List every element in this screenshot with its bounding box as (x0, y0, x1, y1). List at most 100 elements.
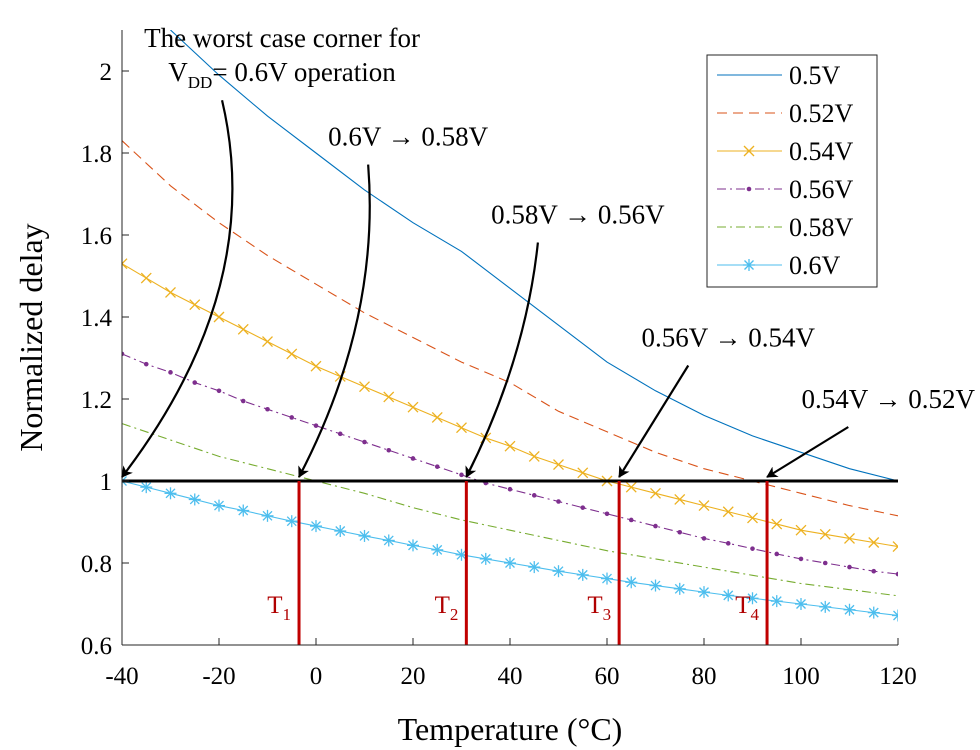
data-point (362, 439, 367, 445)
data-point (601, 572, 613, 585)
marker-stroke (383, 391, 395, 403)
legend-item: 0.6V (717, 251, 841, 280)
annotation-span: 0.56V → 0.54V (641, 323, 815, 353)
series-line (170, 30, 898, 482)
marker-stroke (698, 500, 710, 512)
marker-stroke (723, 590, 734, 601)
marker-stroke (237, 323, 249, 335)
data-point (213, 499, 225, 512)
data-point (867, 606, 880, 619)
marker-stroke (311, 521, 321, 532)
annotation-subscript: DD (188, 73, 213, 92)
data-point (310, 360, 322, 372)
marker-stroke (141, 482, 152, 493)
annotation-arrow (766, 426, 849, 478)
annotation: 0.54V → 0.52V (766, 384, 976, 478)
data-point (334, 525, 347, 538)
annotation: 0.6V → 0.58V (298, 122, 489, 478)
transition-label: T4 (735, 592, 759, 624)
data-point (746, 592, 759, 605)
data-point (359, 381, 370, 393)
legend-item: 0.56V (717, 175, 854, 204)
marker-stroke (626, 577, 637, 588)
series-0_5V (170, 30, 898, 482)
data-point (847, 564, 852, 570)
legend-item: 0.5V (717, 61, 841, 90)
data-point (653, 523, 658, 529)
data-point (262, 336, 273, 348)
marker-stroke (553, 459, 564, 471)
data-point (188, 493, 201, 506)
marker-stroke (383, 535, 394, 546)
x-tick-label: 20 (401, 663, 426, 690)
x-tick-label: 80 (692, 663, 717, 690)
marker-stroke (505, 558, 515, 568)
data-point (650, 487, 661, 499)
transition-label: T1 (267, 592, 291, 624)
x-tick-label: -20 (202, 663, 235, 690)
marker-stroke (122, 480, 127, 486)
data-point (553, 459, 564, 471)
data-point (674, 493, 686, 505)
marker-stroke (625, 481, 637, 493)
data-point (698, 586, 710, 599)
data-point (819, 528, 831, 540)
data-point (892, 541, 898, 553)
x-tick-label: -40 (105, 663, 138, 690)
data-point (410, 456, 416, 461)
data-point (556, 499, 561, 504)
data-point (122, 351, 125, 357)
marker-stroke (650, 580, 661, 591)
x-axis-label: Temperature (°C) (398, 711, 623, 747)
y-tick-label: 2 (100, 59, 113, 86)
marker-stroke (892, 545, 898, 553)
data-point (261, 509, 274, 522)
data-point (189, 299, 201, 311)
annotation-text: VDD= 0.6V operation (168, 57, 396, 92)
data-point (237, 323, 249, 335)
marker-stroke (407, 401, 419, 413)
marker-stroke (335, 526, 346, 536)
transition-label: T2 (435, 592, 459, 624)
marker-stroke (722, 506, 734, 518)
data-point (576, 568, 589, 581)
data-point (750, 546, 755, 551)
marker-stroke (747, 512, 758, 524)
marker-stroke (214, 500, 224, 511)
data-point (871, 568, 877, 574)
data-point (628, 517, 634, 523)
legend-item: 0.58V (717, 213, 854, 242)
data-point (164, 487, 177, 500)
data-point (140, 272, 152, 284)
series-0_54V (122, 258, 898, 553)
marker-stroke (238, 505, 249, 516)
marker-stroke (868, 537, 880, 548)
data-point (289, 415, 295, 420)
legend-label: 0.6V (789, 251, 841, 280)
data-point (431, 543, 444, 556)
data-point (386, 447, 392, 453)
data-point (892, 609, 898, 622)
data-point (798, 556, 804, 562)
transition-label-sub: 3 (603, 605, 612, 624)
marker-stroke (650, 487, 661, 499)
marker-stroke (602, 573, 612, 584)
marker-stroke (893, 610, 898, 617)
data-point (774, 551, 780, 557)
data-point (286, 348, 298, 360)
marker-stroke (408, 540, 418, 551)
x-tick-label: 0 (310, 663, 323, 690)
data-point (747, 512, 758, 524)
transition-label-main: T (435, 592, 450, 619)
marker-stroke (744, 260, 754, 270)
legend-label: 0.54V (789, 137, 854, 166)
data-point (528, 450, 540, 462)
marker-stroke (456, 422, 467, 434)
marker-stroke (432, 544, 443, 555)
data-point (504, 557, 516, 569)
data-point (407, 401, 419, 413)
data-point (240, 398, 246, 404)
marker-stroke (262, 336, 273, 348)
marker-stroke (674, 583, 685, 594)
data-point (625, 576, 638, 589)
